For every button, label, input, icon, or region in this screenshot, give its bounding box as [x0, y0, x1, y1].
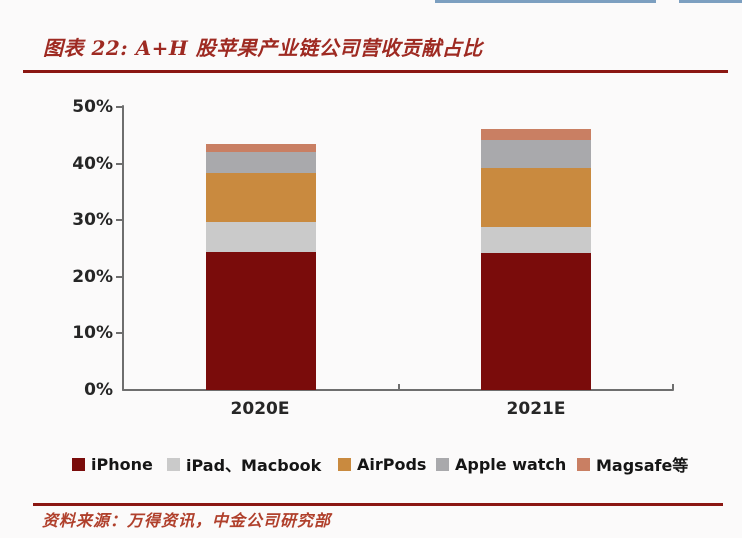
footer-divider-line	[33, 503, 723, 506]
y-tick-label: 30%	[72, 210, 113, 231]
bar-segment-2020E-Magsafe等	[206, 144, 316, 152]
bar-segment-2021E-AirPods	[481, 168, 591, 227]
x-category-label: 2021E	[506, 399, 566, 419]
y-tick-mark	[116, 332, 122, 335]
top-border-line-right	[679, 0, 742, 3]
legend-label: Magsafe等	[596, 456, 689, 475]
legend-item-Magsafe等: Magsafe等	[577, 454, 689, 475]
bar-segment-2020E-AirPods	[206, 172, 316, 223]
x-axis-tick-mid	[398, 384, 400, 390]
x-category-label: 2020E	[230, 399, 290, 419]
y-tick-label: 40%	[72, 153, 113, 174]
y-tick-mark	[116, 275, 122, 278]
legend-item-Apple watch: Apple watch	[436, 454, 566, 474]
title-divider-line	[23, 70, 728, 73]
legend-label: Apple watch	[455, 454, 567, 474]
legend-swatch-icon	[577, 457, 590, 471]
bar-segment-2020E-iPhone	[206, 252, 316, 390]
x-axis-line	[122, 389, 674, 391]
legend-label: iPad、Macbook	[186, 456, 322, 475]
legend-swatch-icon	[72, 457, 85, 471]
y-tick-mark	[116, 219, 122, 222]
legend-swatch-icon	[167, 457, 180, 471]
bar-segment-2020E-iPad、Macbook	[206, 222, 316, 253]
top-border-line-left	[435, 0, 656, 3]
y-tick-label: 0%	[84, 380, 113, 400]
figure-title: 图表 22: A+H 股苹果产业链公司营收贡献占比	[43, 36, 483, 60]
bar-segment-2021E-Apple watch	[481, 140, 591, 169]
y-tick-label: 50%	[72, 97, 113, 117]
y-tick-mark	[116, 106, 122, 108]
y-axis-line	[122, 105, 124, 391]
y-tick-mark	[116, 162, 122, 165]
legend-swatch-icon	[436, 457, 449, 471]
legend-label: iPhone	[91, 454, 153, 474]
y-tick-label: 10%	[72, 323, 113, 344]
legend-item-iPhone: iPhone	[72, 454, 153, 474]
legend-item-iPad、Macbook: iPad、Macbook	[167, 454, 322, 475]
bar-segment-2021E-iPhone	[481, 253, 591, 390]
legend-label: AirPods	[357, 454, 427, 474]
legend-item-AirPods: AirPods	[338, 454, 426, 474]
bar-segment-2020E-Apple watch	[206, 151, 316, 173]
legend-swatch-icon	[338, 457, 351, 471]
bar-segment-2021E-Magsafe等	[481, 129, 591, 141]
y-tick-label: 20%	[72, 266, 113, 287]
bar-segment-2021E-iPad、Macbook	[481, 226, 591, 254]
source-note: 资料来源：万得资讯，中金公司研究部	[42, 511, 332, 530]
x-axis-tick-end	[672, 384, 674, 390]
